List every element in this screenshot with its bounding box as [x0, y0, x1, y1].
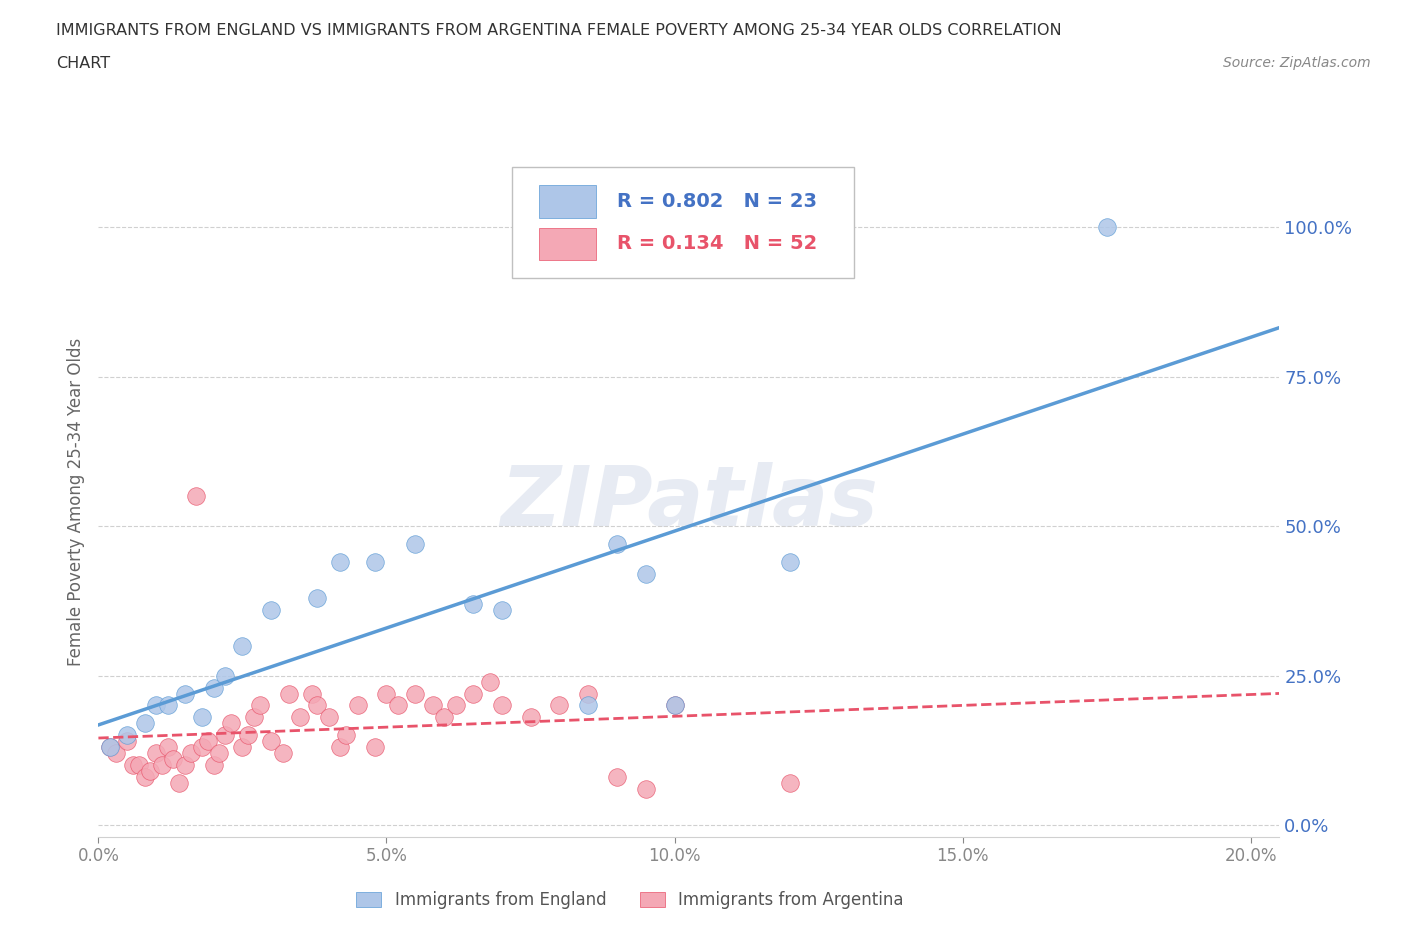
Point: [145, 746, 167, 761]
Point: [238, 728, 260, 743]
Point: [364, 740, 387, 755]
Point: [134, 716, 156, 731]
Point: [422, 698, 444, 713]
Point: [156, 698, 179, 713]
Point: [162, 751, 184, 766]
Bar: [538, 228, 596, 259]
Point: [606, 770, 628, 785]
Point: [104, 746, 127, 761]
Point: [191, 740, 214, 755]
Point: [128, 758, 150, 773]
Point: [404, 537, 426, 551]
Point: [634, 566, 657, 581]
Point: [634, 782, 657, 797]
Point: [180, 746, 202, 761]
Point: [479, 674, 502, 689]
Bar: [538, 185, 596, 218]
Text: R = 0.134   N = 52: R = 0.134 N = 52: [617, 234, 817, 253]
Point: [197, 734, 219, 749]
Point: [301, 686, 323, 701]
Text: ZIPatlas: ZIPatlas: [501, 461, 877, 543]
Point: [404, 686, 426, 701]
Point: [576, 698, 599, 713]
Point: [191, 710, 214, 724]
Point: [98, 740, 121, 755]
Point: [491, 603, 513, 618]
Point: [208, 746, 231, 761]
Point: [461, 686, 484, 701]
Point: [202, 680, 225, 695]
Point: [364, 554, 387, 569]
Text: IMMIGRANTS FROM ENGLAND VS IMMIGRANTS FROM ARGENTINA FEMALE POVERTY AMONG 25-34 : IMMIGRANTS FROM ENGLAND VS IMMIGRANTS FR…: [56, 23, 1062, 38]
Point: [335, 728, 357, 743]
Legend: Immigrants from England, Immigrants from Argentina: Immigrants from England, Immigrants from…: [350, 884, 910, 916]
Point: [329, 740, 352, 755]
Point: [173, 686, 195, 701]
Point: [444, 698, 467, 713]
Point: [664, 698, 686, 713]
Point: [346, 698, 368, 713]
Point: [115, 728, 138, 743]
Text: R = 0.802   N = 23: R = 0.802 N = 23: [617, 193, 817, 211]
Point: [115, 734, 138, 749]
Point: [173, 758, 195, 773]
Point: [214, 668, 236, 683]
Point: [576, 686, 599, 701]
Point: [122, 758, 145, 773]
Point: [186, 489, 208, 504]
Text: Source: ZipAtlas.com: Source: ZipAtlas.com: [1223, 56, 1371, 70]
Point: [150, 758, 173, 773]
Point: [1095, 219, 1118, 234]
Point: [779, 776, 801, 790]
Point: [260, 603, 283, 618]
Point: [243, 710, 266, 724]
Point: [277, 686, 299, 701]
Point: [318, 710, 340, 724]
Point: [288, 710, 311, 724]
Point: [779, 554, 801, 569]
Point: [664, 698, 686, 713]
Point: [307, 698, 329, 713]
Point: [167, 776, 190, 790]
Point: [231, 638, 253, 653]
Point: [329, 554, 352, 569]
Point: [491, 698, 513, 713]
Point: [139, 764, 162, 778]
Point: [433, 710, 456, 724]
Point: [156, 740, 179, 755]
Point: [307, 591, 329, 605]
Point: [98, 740, 121, 755]
Point: [202, 758, 225, 773]
Point: [606, 537, 628, 551]
Text: CHART: CHART: [56, 56, 110, 71]
Point: [231, 740, 253, 755]
Point: [387, 698, 409, 713]
Point: [219, 716, 242, 731]
Point: [260, 734, 283, 749]
Point: [249, 698, 271, 713]
Point: [461, 596, 484, 611]
Point: [519, 710, 541, 724]
Point: [375, 686, 398, 701]
Point: [271, 746, 294, 761]
Point: [214, 728, 236, 743]
Y-axis label: Female Poverty Among 25-34 Year Olds: Female Poverty Among 25-34 Year Olds: [66, 339, 84, 666]
Point: [548, 698, 571, 713]
Point: [145, 698, 167, 713]
Point: [134, 770, 156, 785]
FancyBboxPatch shape: [512, 167, 855, 278]
